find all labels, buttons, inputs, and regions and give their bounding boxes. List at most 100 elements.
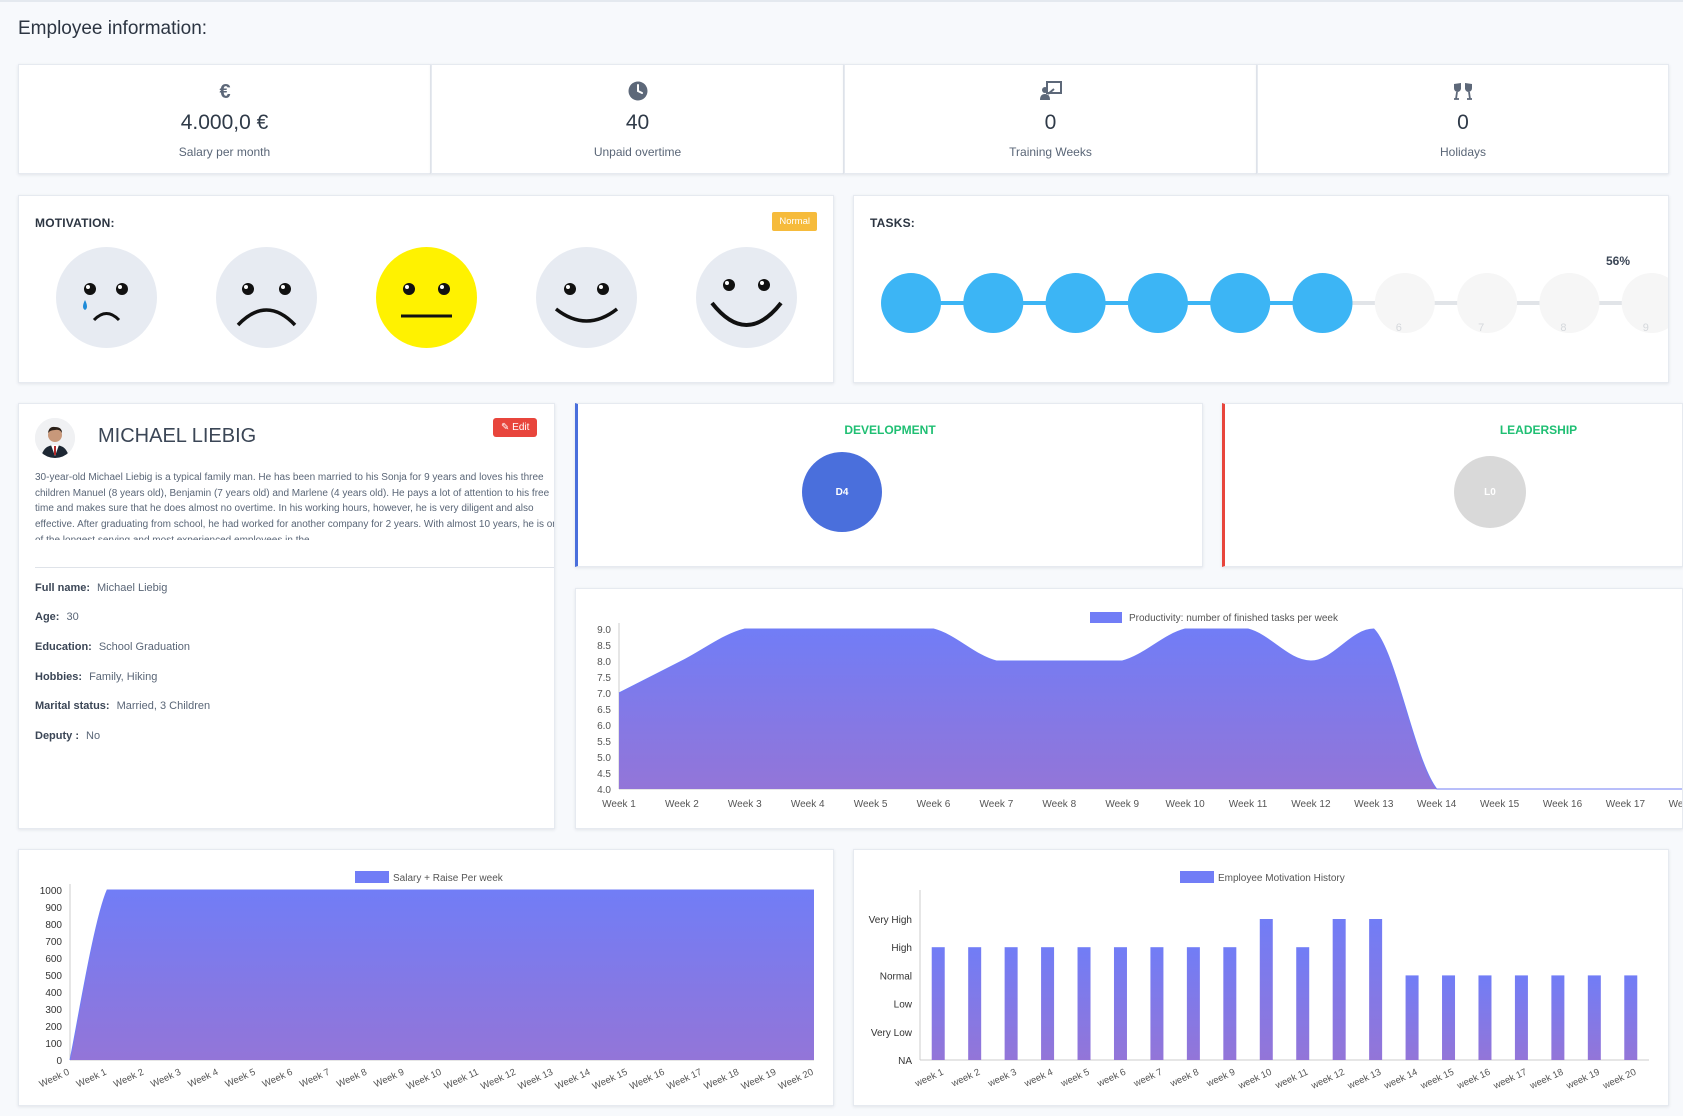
full-name-label: Full name: [35,582,91,594]
svg-text:€: € [219,81,230,103]
legend-swatch [355,871,389,883]
avatar [35,418,75,458]
x-tick-label: Week 2 [112,1067,146,1091]
x-tick-label: week 4 [1022,1067,1055,1090]
motivation-bar [1077,947,1091,1060]
legend-label: Employee Motivation History [1218,873,1345,884]
task-step-6 [1374,273,1435,333]
leadership-card: LEADERSHIP L0 [1222,403,1683,567]
x-tick-label: Week 15 [1480,799,1520,810]
full-name-row: Full name: Michael Liebig [35,582,167,594]
salary-area [70,890,814,1060]
development-level-badge: D4 [802,452,882,532]
y-tick-label: 7.5 [597,673,611,684]
motivation-bar [968,947,982,1060]
x-tick-label: week 18 [1528,1067,1566,1092]
x-tick-label: Week 19 [740,1067,778,1093]
y-tick-label: Normal [880,971,912,982]
task-step-3 [1127,273,1188,333]
y-tick-label: 100 [45,1039,62,1050]
x-tick-label: week 11 [1273,1067,1310,1092]
big-smile-face-icon[interactable] [696,247,797,348]
edit-button-label: Edit [512,422,530,433]
y-tick-label: Low [894,1000,913,1011]
overtime-value: 40 [625,111,650,134]
smile-face-icon[interactable] [536,247,637,348]
salary-chart-card: Salary + Raise Per week 0 100 200 300 400 500 6… [18,849,834,1106]
x-tick-label: Week 3 [728,799,762,810]
profile-card: MICHAEL LIEBIG ✎ Edit 30-year-old Michae… [18,403,555,829]
x-tick-label: week 9 [1204,1067,1237,1090]
x-tick-label: week 3 [986,1067,1019,1090]
deputy-label: Deputy : [35,730,79,742]
holidays-value: 0 [1457,111,1469,134]
motivation-bar [1332,919,1346,1060]
neutral-face-icon[interactable] [376,247,477,348]
x-tick-label: Week 10 [1165,799,1205,810]
x-tick-label: week 6 [1095,1067,1128,1090]
development-title: DEVELOPMENT [844,423,936,437]
x-tick-label: Week 13 [516,1067,554,1093]
x-tick-label: Week 5 [224,1067,258,1091]
y-tick-label: Very High [869,915,912,926]
divider [35,567,554,568]
hobbies-row: Hobbies: Family, Hiking [35,671,157,683]
motivation-bar [1551,975,1565,1060]
x-tick-label: week 20 [1600,1067,1638,1092]
education-row: Education: School Graduation [35,641,190,653]
very-sad-face-icon[interactable] [56,247,157,348]
x-tick-label: Week 1 [75,1067,109,1091]
motivation-bar [1587,975,1601,1060]
x-tick-label: Week 17 [665,1067,703,1093]
deputy-value: No [86,730,101,742]
overtime-card: 40 Unpaid overtime [431,64,844,174]
tasks-progress: 6 7 8 9 [881,273,1668,334]
training-icon [1039,81,1062,100]
sad-face-icon[interactable] [216,247,317,348]
y-tick-label: 500 [45,971,62,982]
legend-swatch [1090,612,1122,623]
y-tick-label: 400 [45,988,62,999]
education-value: School Graduation [98,641,190,653]
y-tick-label: 4.0 [597,785,611,796]
employee-bio: 30-year-old Michael Liebig is a typical … [35,472,554,540]
x-tick-label: Week 2 [665,799,699,810]
motivation-bar [1369,919,1383,1060]
hobbies-value: Family, Hiking [89,671,158,683]
x-tick-label: week 2 [949,1067,982,1090]
hobbies-label: Hobbies: [35,671,83,683]
y-tick-label: 900 [45,903,62,914]
motivation-bar [1442,975,1456,1060]
task-step-label-7: 7 [1478,322,1484,334]
x-tick-label: Week 10 [405,1067,443,1093]
motivation-bar [1624,975,1638,1060]
training-value: 0 [1044,111,1057,134]
task-step-1 [963,273,1024,333]
x-tick-label: Week 18 [1669,799,1683,810]
x-tick-label: week 14 [1382,1067,1420,1092]
x-tick-label: Week 14 [1417,799,1457,810]
x-tick-label: Week 1 [602,799,636,810]
education-label: Education: [35,641,92,653]
y-tick-label: NA [898,1056,912,1067]
task-step-label-6: 6 [1396,322,1402,334]
x-tick-label: week 19 [1564,1067,1602,1092]
tasks-percent: 56% [1606,254,1631,268]
salary-label: Salary per month [178,145,271,159]
x-tick-label: Week 9 [372,1067,406,1091]
development-card: DEVELOPMENT D4 [575,403,1203,567]
edit-button[interactable]: ✎ Edit [493,418,538,437]
tasks-title: TASKS: [870,216,915,230]
y-tick-label: 200 [45,1022,62,1033]
legend-swatch [1180,871,1214,883]
marital-status-value: Married, 3 Children [116,700,211,712]
marital-status-row: Marital status: Married, 3 Children [35,700,210,712]
y-tick-label: 8.0 [597,657,611,668]
y-tick-label: 800 [45,920,62,931]
y-tick-label: 600 [45,954,62,965]
x-tick-label: Week 20 [777,1067,815,1093]
motivation-history-card: Employee Motivation History NA Very Low Low… [853,849,1669,1106]
x-tick-label: Week 5 [854,799,888,810]
employee-name: MICHAEL LIEBIG [98,425,257,447]
motivation-bar [1004,947,1018,1060]
